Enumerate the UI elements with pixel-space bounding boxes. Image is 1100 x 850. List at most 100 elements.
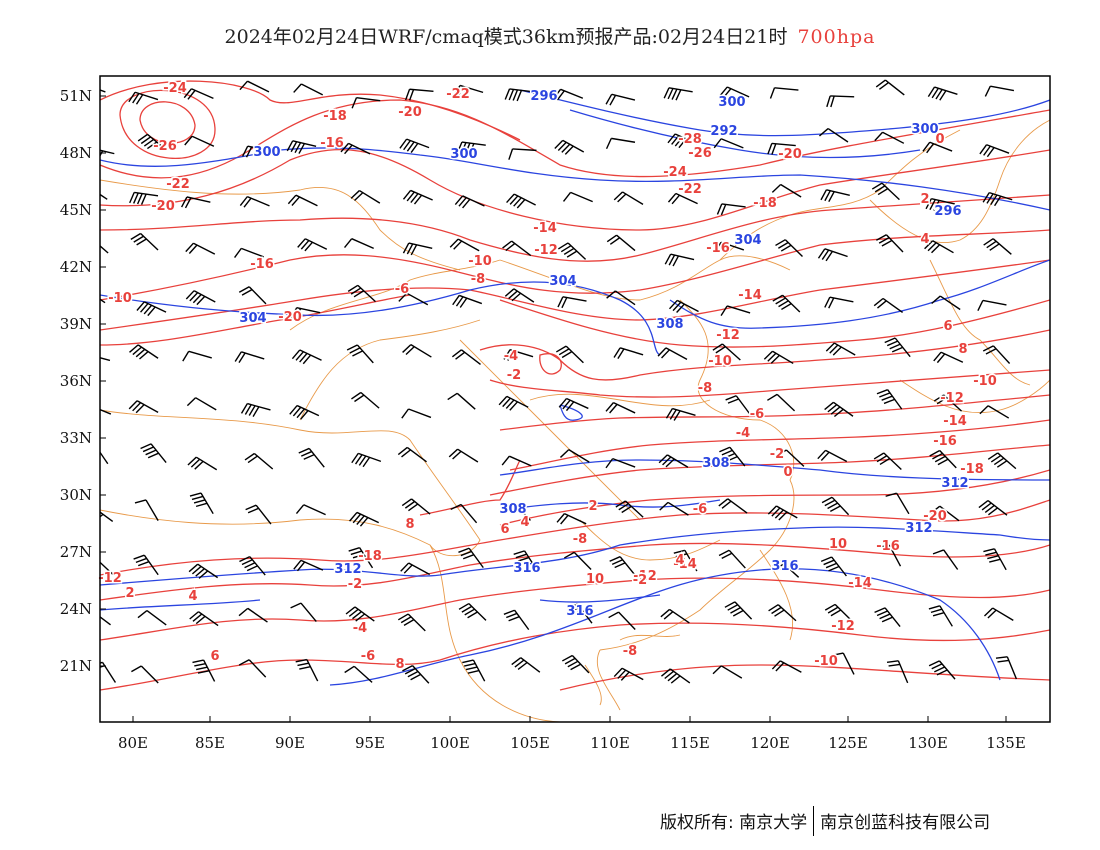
wind-barb — [185, 290, 216, 306]
wind-barb — [400, 562, 431, 576]
wind-barb — [657, 347, 688, 361]
wind-barb — [714, 241, 745, 254]
wind-barb — [922, 141, 953, 154]
wind-barb — [724, 601, 753, 620]
wind-barb — [928, 605, 953, 627]
wind-barb — [924, 240, 954, 254]
wind-barb — [661, 668, 691, 684]
temperature-contour — [489, 369, 1050, 398]
wind-barb — [767, 505, 798, 521]
wind-barb — [819, 127, 849, 143]
wind-barb — [180, 196, 211, 209]
wind-barb — [663, 87, 693, 101]
map-frame — [99, 75, 1051, 723]
wind-barb — [659, 501, 689, 516]
wind-barb — [873, 297, 903, 313]
lat-tick-label: 51N — [60, 87, 92, 105]
coastline — [899, 379, 1050, 414]
wind-barb — [504, 288, 535, 303]
wind-barb — [239, 556, 266, 576]
temperature-contour — [100, 149, 1050, 231]
lat-tick-label: 30N — [60, 486, 92, 504]
axis-labels: 80E 85E 90E 95E 100E 105E 110E 115E 120E 125E 130E… — [60, 87, 1026, 752]
wind-barb — [293, 83, 324, 96]
wind-barb — [983, 607, 1014, 621]
wind-barb — [508, 148, 537, 160]
height-label: 312 — [334, 562, 361, 577]
wind-barb — [876, 234, 904, 253]
wind-barb — [100, 353, 111, 362]
temperature-contour — [100, 194, 1050, 262]
wind-barb — [931, 295, 961, 311]
temperature-label: 2 — [125, 586, 134, 601]
temperature-contour — [119, 89, 216, 159]
wind-barb — [240, 402, 271, 417]
wind-barb — [183, 88, 214, 100]
temperature-label: -16 — [320, 136, 344, 151]
wind-barb — [187, 456, 218, 471]
wind-barb — [932, 549, 959, 570]
wind-barb — [402, 665, 430, 684]
wind-barb — [100, 558, 115, 576]
temperature-label: -6 — [361, 649, 375, 664]
wind-barb — [287, 194, 318, 207]
lon-tick-label: 90E — [275, 734, 305, 752]
wind-barb — [820, 189, 850, 203]
height-label: 308 — [702, 456, 729, 471]
wind-barb — [100, 404, 112, 420]
wind-barb — [398, 292, 429, 306]
temperature-label: 2 — [588, 499, 597, 514]
footer-divider — [813, 806, 815, 836]
temperature-label: -16 — [933, 434, 957, 449]
wind-barb — [506, 193, 536, 209]
lon-tick-label: 110E — [590, 734, 630, 752]
wind-barb — [100, 609, 111, 626]
temperature-label: -2 — [633, 573, 647, 588]
temperature-label: -18 — [960, 462, 984, 477]
wind-barb — [397, 613, 426, 632]
wind-barb — [511, 657, 541, 673]
wind-barb — [503, 349, 534, 361]
temperature-label: -16 — [250, 257, 274, 272]
temperature-label: 8 — [395, 657, 404, 672]
wind-barb — [100, 288, 106, 304]
temperature-label: -18 — [753, 196, 777, 211]
wind-barb — [770, 560, 800, 578]
temperature-labels: -24-26-22-20-18-16-20-22-28-26-24-22-20-… — [97, 80, 999, 674]
wind-barb — [289, 404, 320, 420]
coastline — [459, 339, 641, 521]
wind-barb — [553, 88, 584, 101]
wind-barb — [297, 238, 328, 252]
wind-barb — [558, 397, 589, 412]
lon-tick-label: 80E — [118, 734, 148, 752]
wind-barb — [982, 345, 1011, 364]
wind-barb — [763, 350, 794, 365]
temperature-contours — [100, 80, 1050, 691]
wind-barb — [133, 554, 159, 576]
wind-barb — [399, 138, 430, 153]
wind-barb — [346, 344, 374, 364]
temperature-label: -26 — [688, 146, 712, 161]
wind-barb — [234, 351, 265, 364]
wind-barb — [668, 299, 699, 313]
wind-barb — [769, 87, 799, 99]
wind-barb — [100, 661, 117, 683]
temperature-label: 6 — [210, 649, 219, 664]
temperature-label: -4 — [504, 349, 518, 364]
temperature-contour — [100, 499, 1050, 576]
height-label: 304 — [549, 274, 576, 289]
height-label: 312 — [905, 521, 932, 536]
wind-barb — [241, 145, 272, 158]
height-contour — [559, 404, 583, 421]
temperature-label: -22 — [446, 87, 470, 102]
wind-barb — [451, 349, 481, 365]
title-level: 700hpa — [797, 26, 876, 48]
wind-barb — [771, 660, 802, 673]
wind-barb — [137, 610, 167, 626]
height-contour — [669, 259, 1050, 329]
wind-barb — [875, 79, 905, 96]
temperature-label: -10 — [468, 254, 492, 269]
wind-barb — [401, 408, 432, 419]
temperature-label: -12 — [534, 243, 558, 258]
map-title: 2024年02月24日WRF/cmaq模式36km预报产品:02月24日21时 7… — [0, 22, 1100, 49]
